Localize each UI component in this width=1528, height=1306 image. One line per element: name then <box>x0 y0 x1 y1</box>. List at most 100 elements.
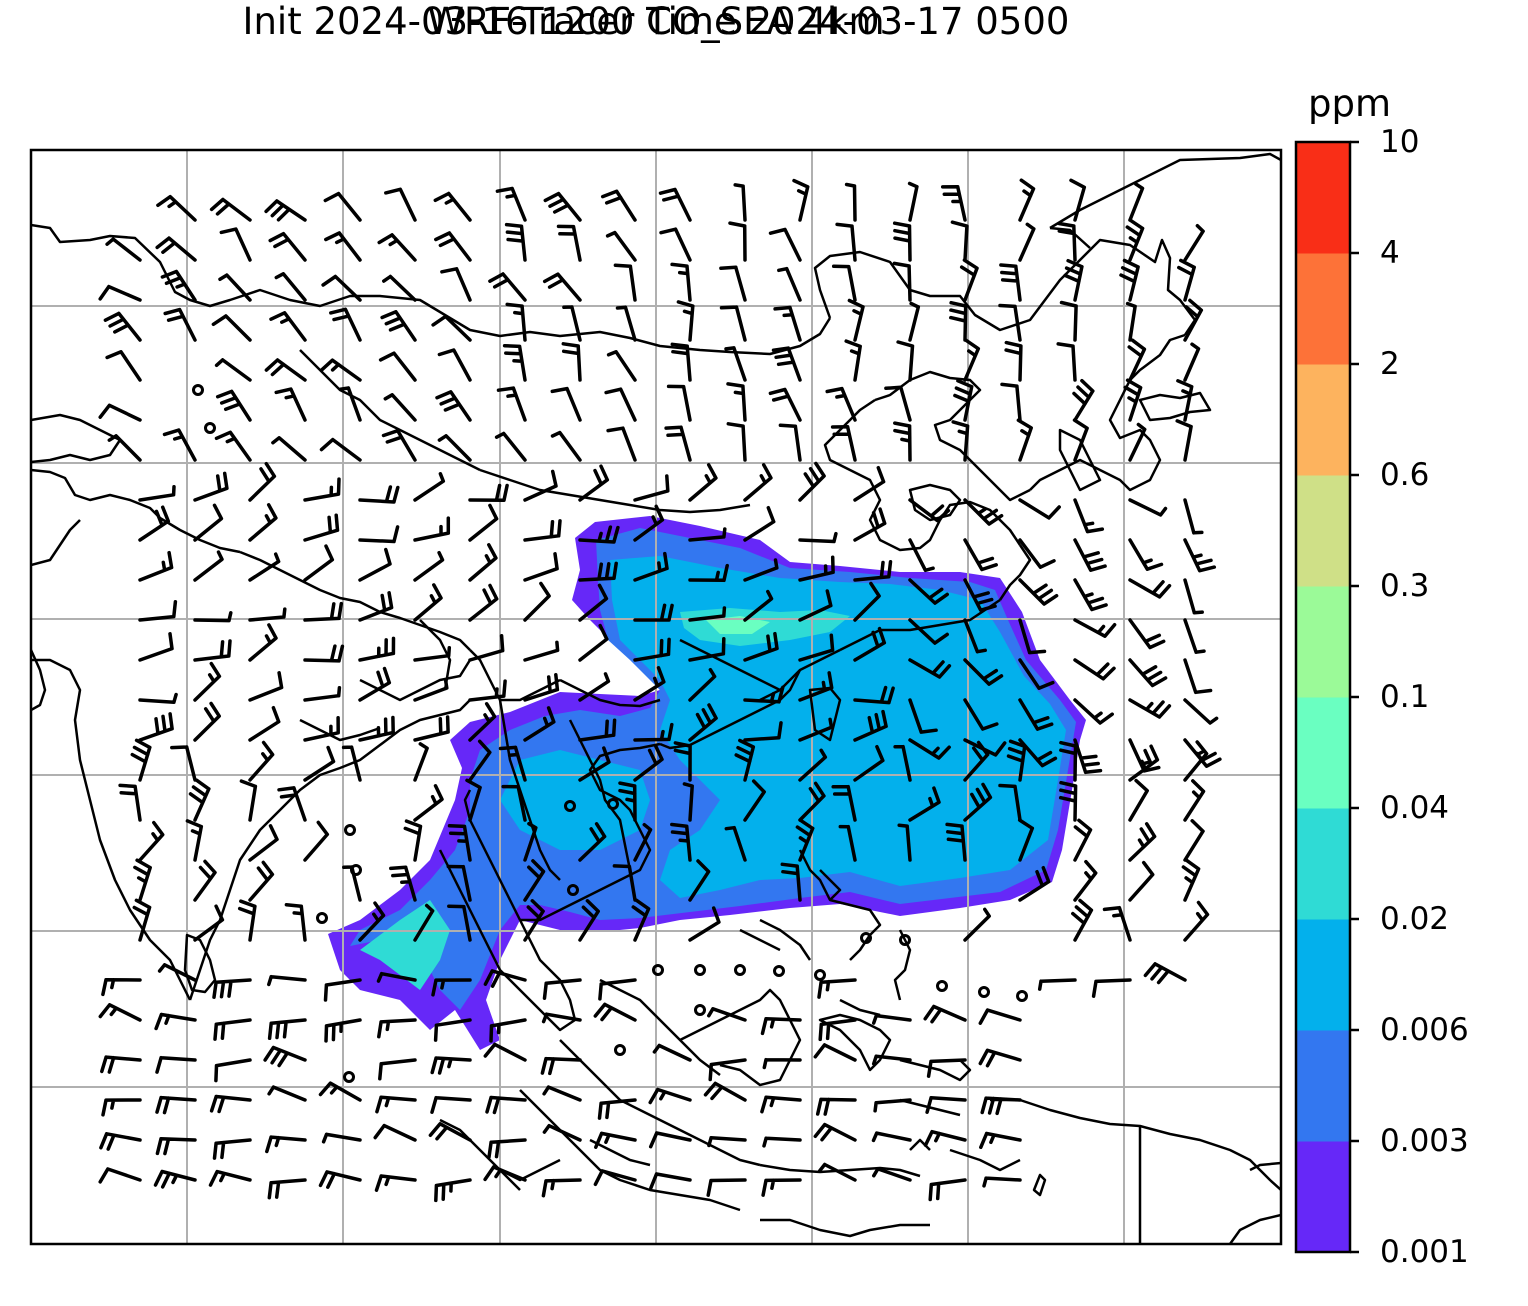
wind-barb <box>505 302 527 342</box>
wind-barb <box>963 578 997 612</box>
plume-1 <box>706 616 770 634</box>
wind-barb <box>853 744 885 782</box>
wind-barb <box>743 589 774 622</box>
wind-barb <box>1177 258 1196 302</box>
wind-barb <box>193 661 222 702</box>
wind-barb <box>556 224 582 262</box>
wind-barb <box>193 859 217 902</box>
wind-barb <box>155 1055 197 1074</box>
wind-barb <box>447 904 472 942</box>
wind-barb <box>908 578 949 605</box>
calm-marker <box>192 384 204 396</box>
wind-barb <box>648 1087 692 1105</box>
wind-barb <box>795 818 815 862</box>
wind-barb <box>1128 860 1155 902</box>
wind-barb <box>743 779 766 822</box>
wind-barb <box>389 865 417 902</box>
wind-barb <box>155 1137 197 1156</box>
wind-barb <box>798 555 835 582</box>
wind-barb <box>1183 298 1204 342</box>
wind-barb <box>813 1043 857 1062</box>
wind-barb <box>1018 578 1059 606</box>
wind-barb <box>1018 865 1051 902</box>
wind-barb <box>274 272 307 302</box>
wind-barb <box>214 358 252 382</box>
wind-barb <box>447 824 472 862</box>
wind-barb <box>267 974 307 987</box>
wind-barb <box>1128 822 1157 862</box>
wind-barb <box>768 387 802 422</box>
wind-barb <box>618 781 637 822</box>
wind-barb <box>303 686 342 702</box>
calm-marker <box>694 1004 706 1016</box>
wind-barb <box>707 1007 747 1022</box>
wind-barb <box>1183 738 1222 768</box>
wind-barb <box>1072 378 1095 422</box>
wind-barb <box>248 503 278 542</box>
wind-barb <box>578 746 611 782</box>
wind-barb <box>670 822 692 862</box>
calm-marker <box>344 824 356 836</box>
wind-barb <box>884 385 912 422</box>
wind-barb <box>248 671 284 702</box>
wind-barb <box>214 430 252 462</box>
wind-barb <box>413 516 451 542</box>
wind-barb <box>892 221 912 262</box>
wind-barb <box>98 403 142 422</box>
wind-barb <box>265 1135 307 1154</box>
wind-barb <box>523 519 562 542</box>
wind-barb <box>440 267 472 302</box>
wind-barb <box>358 485 400 504</box>
wind-barb <box>185 819 204 862</box>
colorbar-band <box>1296 1141 1350 1253</box>
wind-barb <box>813 1122 857 1142</box>
wind-barb <box>1183 779 1206 822</box>
wind-barb <box>358 636 396 662</box>
wind-barb <box>1063 258 1084 302</box>
wind-barb <box>792 178 810 222</box>
wind-barb <box>130 738 152 782</box>
calm-marker <box>978 986 990 998</box>
wind-barb <box>263 1045 307 1068</box>
wind-barb <box>963 658 1004 686</box>
wind-barb <box>103 311 142 342</box>
wind-barb <box>998 783 1022 822</box>
wind-barb <box>666 384 692 422</box>
wind-barb <box>844 339 862 382</box>
wind-barb <box>303 477 341 502</box>
wind-barbs <box>98 178 1222 1203</box>
wind-barb <box>561 342 582 382</box>
wind-barb <box>708 1058 747 1082</box>
wind-barb <box>743 558 779 582</box>
wind-barb <box>908 786 941 822</box>
wind-barb <box>523 821 538 862</box>
wind-barb <box>413 550 445 582</box>
wind-barb <box>719 305 747 342</box>
calm-marker <box>607 798 619 810</box>
wind-barb <box>324 1018 362 1043</box>
wind-barb <box>468 633 505 662</box>
wind-barb <box>778 423 802 462</box>
wind-barb <box>1175 419 1193 462</box>
wind-barb <box>853 507 887 542</box>
colorbar-tick-label: 2 <box>1380 346 1400 382</box>
wind-barb <box>248 623 278 662</box>
wind-barb <box>138 712 174 742</box>
wind-barb <box>248 607 287 622</box>
calm-marker <box>814 969 826 981</box>
wind-barb <box>963 698 999 731</box>
wind-barb <box>156 194 197 222</box>
wind-barb <box>578 464 610 502</box>
wind-barb <box>495 186 527 222</box>
wind-barb <box>413 742 429 782</box>
colorbar-band <box>1296 919 1350 1031</box>
colorbar-tick-label: 4 <box>1380 235 1400 271</box>
wind-barb <box>209 1094 252 1114</box>
wind-barb <box>403 819 423 862</box>
wind-barb <box>375 1095 417 1114</box>
calm-marker <box>1016 990 1028 1002</box>
wind-barb <box>615 305 637 342</box>
wind-barb <box>578 672 611 702</box>
wind-barb <box>214 1058 252 1083</box>
wind-barb <box>1072 418 1089 462</box>
